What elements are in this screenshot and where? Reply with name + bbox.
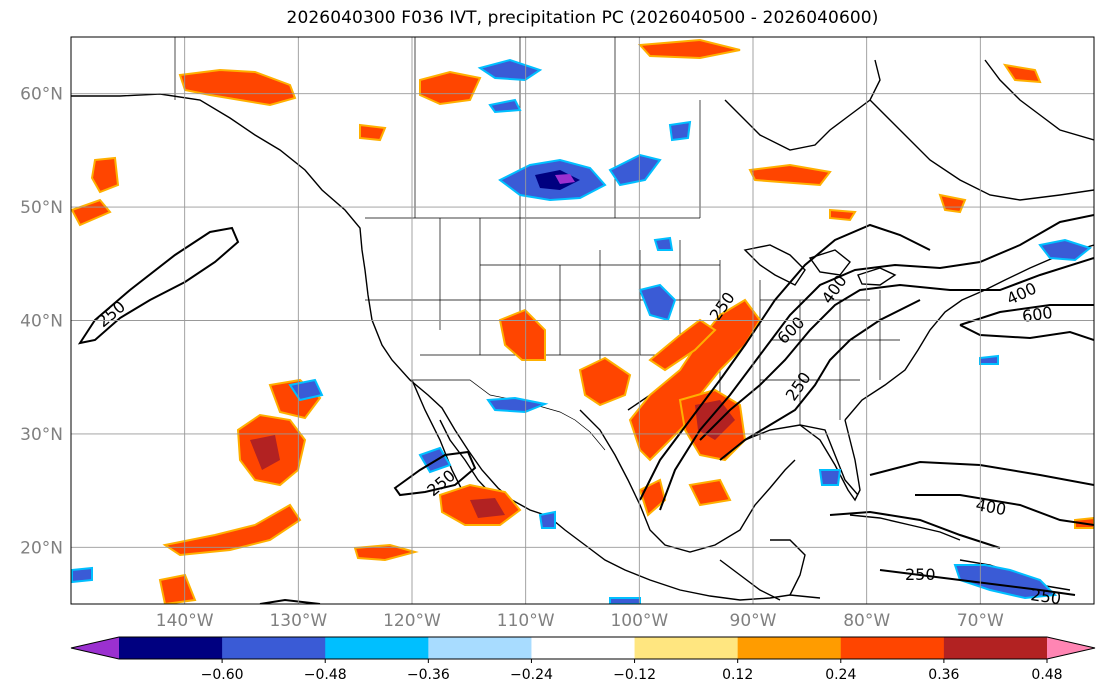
chart-title: 2026040300 F036 IVT, precipitation PC (2… <box>286 8 879 28</box>
lat-tick-label: 60°N <box>20 85 63 105</box>
contour-label: 250 <box>905 565 936 584</box>
colorbar-extend-high <box>1047 637 1095 659</box>
lat-tick-labels: 60°N 50°N 40°N 30°N 20°N <box>20 85 63 559</box>
map-area: 250 250 250 400 600 250 400 600 400 250 … <box>71 37 1094 608</box>
lon-tick-label: 90°W <box>730 611 777 631</box>
contour-label: 250 <box>1029 585 1062 608</box>
colorbar-segment <box>634 637 739 659</box>
lat-tick-label: 50°N <box>20 198 63 218</box>
lon-tick-label: 70°W <box>957 611 1004 631</box>
colorbar-extend-low <box>71 637 119 659</box>
colorbar-tick-label: −0.12 <box>613 667 656 683</box>
colorbar-outline <box>70 636 1096 660</box>
colorbar-segment <box>737 637 842 659</box>
colorbar-tick-label: 0.36 <box>928 667 959 683</box>
gridlines <box>71 37 1094 604</box>
colorbar-segment <box>531 637 636 659</box>
colorbar-tick-label: −0.60 <box>201 667 244 683</box>
colorbar-tick-label: −0.24 <box>510 667 553 683</box>
colorbar-tick-label: −0.36 <box>407 667 450 683</box>
lon-tick-label: 140°W <box>156 611 214 631</box>
lat-tick-label: 20°N <box>20 538 63 558</box>
colorbar-tick-label: 0.24 <box>825 667 856 683</box>
colorbar-segment <box>222 637 326 659</box>
colorbar-segment <box>119 637 223 659</box>
colorbar-segment <box>428 637 532 659</box>
lon-tick-label: 130°W <box>269 611 327 631</box>
lon-tick-label: 100°W <box>610 611 668 631</box>
map-frame <box>70 36 1095 605</box>
lon-tick-label: 110°W <box>497 611 555 631</box>
lon-tick-label: 120°W <box>383 611 441 631</box>
colorbar: −0.60 −0.48 −0.36 −0.24 −0.12 0.12 0.24 0.36 0.4… <box>70 636 1096 683</box>
lat-tick-label: 30°N <box>20 425 63 445</box>
lon-tick-labels: 140°W 130°W 120°W 110°W 100°W 90°W 80°W 70°W <box>156 611 1004 631</box>
colorbar-segment <box>840 637 945 659</box>
borders <box>174 37 900 451</box>
colorbar-tick-label: 0.48 <box>1031 667 1062 683</box>
colorbar-tick-label: 0.12 <box>722 667 753 683</box>
lat-tick-label: 40°N <box>20 312 63 332</box>
precip-positive <box>71 38 1094 604</box>
colorbar-segment <box>943 637 1048 659</box>
colorbar-segment <box>325 637 429 659</box>
colorbar-tick-label: −0.48 <box>304 667 347 683</box>
lon-tick-label: 80°W <box>843 611 890 631</box>
